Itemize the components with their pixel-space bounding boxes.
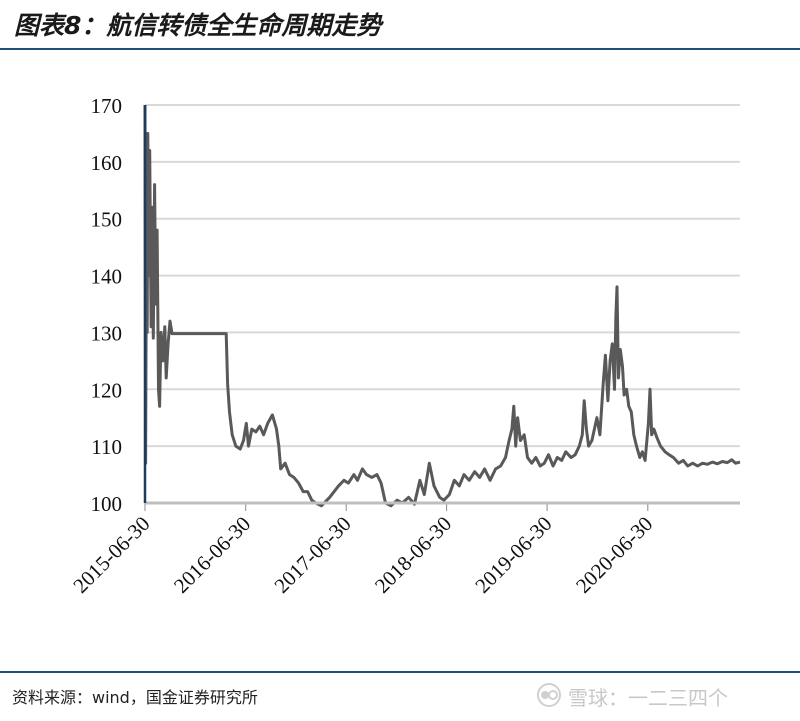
watermark: 雪球：一二三四个 <box>536 680 786 712</box>
footer-rule <box>0 671 800 673</box>
y-tick-label: 100 <box>91 492 123 516</box>
header-rule <box>0 48 800 50</box>
grid-layer <box>145 104 740 448</box>
x-tick-label: 2020-06-30 <box>571 512 657 598</box>
source-note: 资料来源：wind，国金证券研究所 <box>12 688 258 707</box>
series-layer <box>143 104 741 508</box>
snowball-logo-icon <box>537 683 561 707</box>
x-tick-label: 2017-06-30 <box>269 512 355 598</box>
series-line-0 <box>143 104 741 508</box>
axis-layer <box>143 105 740 511</box>
x-tick-label: 2018-06-30 <box>370 512 456 598</box>
watermark-text: 雪球：一二三四个 <box>568 686 728 710</box>
y-tick-label: 160 <box>91 151 123 175</box>
line-chart: 100 110 120 130 140 150 160 170 2015-06-30 2016-… <box>68 94 741 598</box>
x-tick-label: 2015-06-30 <box>68 512 154 598</box>
y-tick-label: 170 <box>91 94 123 118</box>
y-tick-label: 120 <box>91 378 123 402</box>
y-tick-label: 150 <box>91 208 123 232</box>
x-tick-label: 2016-06-30 <box>169 512 255 598</box>
x-tick-labels: 2015-06-30 2016-06-30 2017-06-30 2018-06-30… <box>68 512 657 598</box>
y-tick-label: 130 <box>91 321 123 345</box>
figure-title: 图表8：航信转债全生命周期走势 <box>14 11 382 40</box>
x-tick-label: 2019-06-30 <box>470 512 556 598</box>
y-tick-label: 140 <box>91 265 123 289</box>
y-tick-label: 110 <box>91 435 122 459</box>
y-tick-labels: 100 110 120 130 140 150 160 170 <box>91 94 123 516</box>
